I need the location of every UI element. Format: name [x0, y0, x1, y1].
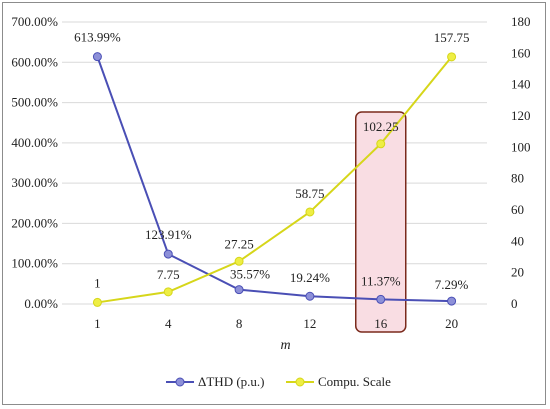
- data-point: [92, 52, 102, 62]
- data-label: 123.91%: [145, 227, 192, 242]
- data-label: 613.99%: [74, 30, 121, 45]
- data-label: 35.57%: [230, 267, 270, 282]
- series-line-0: [96, 56, 452, 303]
- data-point: [163, 287, 173, 297]
- grid: [62, 21, 487, 305]
- x-tick-label: 20: [445, 316, 458, 331]
- x-tick-label: 4: [165, 316, 172, 331]
- x-tick-label: 1: [94, 316, 101, 331]
- data-label: 1: [94, 275, 101, 290]
- data-point: [234, 285, 244, 295]
- y-right-tick-label: 160: [511, 45, 531, 60]
- series-line-1: [97, 56, 453, 304]
- y-left-tick-label: 700.00%: [11, 14, 58, 29]
- y-right-tick-label: 100: [511, 139, 531, 154]
- legend: ΔTHD (p.u.) Compu. Scale: [166, 374, 391, 389]
- legend-label: Compu. Scale: [318, 374, 391, 389]
- data-point: [447, 52, 457, 62]
- y-right-tick-label: 40: [511, 233, 524, 248]
- x-tick-label: 12: [303, 316, 316, 331]
- data-label: 19.24%: [290, 270, 330, 285]
- y-left-tick-label: 500.00%: [11, 95, 58, 110]
- y-left-tick-label: 200.00%: [11, 215, 58, 230]
- y-right-tick-label: 60: [511, 202, 524, 217]
- data-point: [92, 297, 102, 307]
- y-right-tick-label: 120: [511, 108, 531, 123]
- series-markers: [92, 52, 457, 307]
- y-right-tick-label: 80: [511, 171, 524, 186]
- y-right-tick-label: 20: [511, 265, 524, 280]
- data-label: 27.25: [224, 236, 253, 251]
- legend-swatch-marker: [295, 377, 305, 387]
- y-left-tick-label: 100.00%: [11, 256, 58, 271]
- axis-ticks: 0.00% 100.00% 200.00% 300.00% 400.00% 500.00%…: [11, 14, 530, 331]
- y-right-tick-label: 0: [511, 296, 518, 311]
- data-point: [376, 294, 386, 304]
- data-label: 7.75: [157, 267, 180, 282]
- highlight-box: [355, 111, 407, 333]
- legend-swatch-marker: [175, 377, 185, 387]
- y-right-tick-label: 140: [511, 77, 531, 92]
- data-point: [376, 139, 386, 149]
- legend-label: ΔTHD (p.u.): [198, 374, 265, 389]
- y-left-tick-label: 400.00%: [11, 135, 58, 150]
- chart-frame: [2, 2, 546, 405]
- data-label: 157.75: [434, 30, 470, 45]
- data-label: 102.25: [363, 119, 399, 134]
- x-tick-label: 16: [374, 316, 388, 331]
- y-left-tick-label: 600.00%: [11, 54, 58, 69]
- data-point: [447, 296, 457, 306]
- series-lines: [96, 56, 453, 304]
- y-left-tick-label: 0.00%: [24, 296, 58, 311]
- data-labels: 613.99% 123.91% 35.57% 19.24% 11.37% 7.29% 1 7.…: [74, 30, 469, 292]
- data-label: 11.37%: [361, 273, 401, 288]
- y-right-tick-label: 180: [511, 14, 531, 29]
- data-point: [305, 291, 315, 301]
- y-left-tick-label: 300.00%: [11, 175, 58, 190]
- data-label: 7.29%: [435, 277, 469, 292]
- data-label: 58.75: [295, 186, 324, 201]
- data-point: [305, 207, 315, 217]
- x-tick-label: 8: [236, 316, 243, 331]
- data-point: [234, 256, 244, 266]
- x-axis-title: m: [280, 338, 290, 353]
- data-point: [163, 249, 173, 259]
